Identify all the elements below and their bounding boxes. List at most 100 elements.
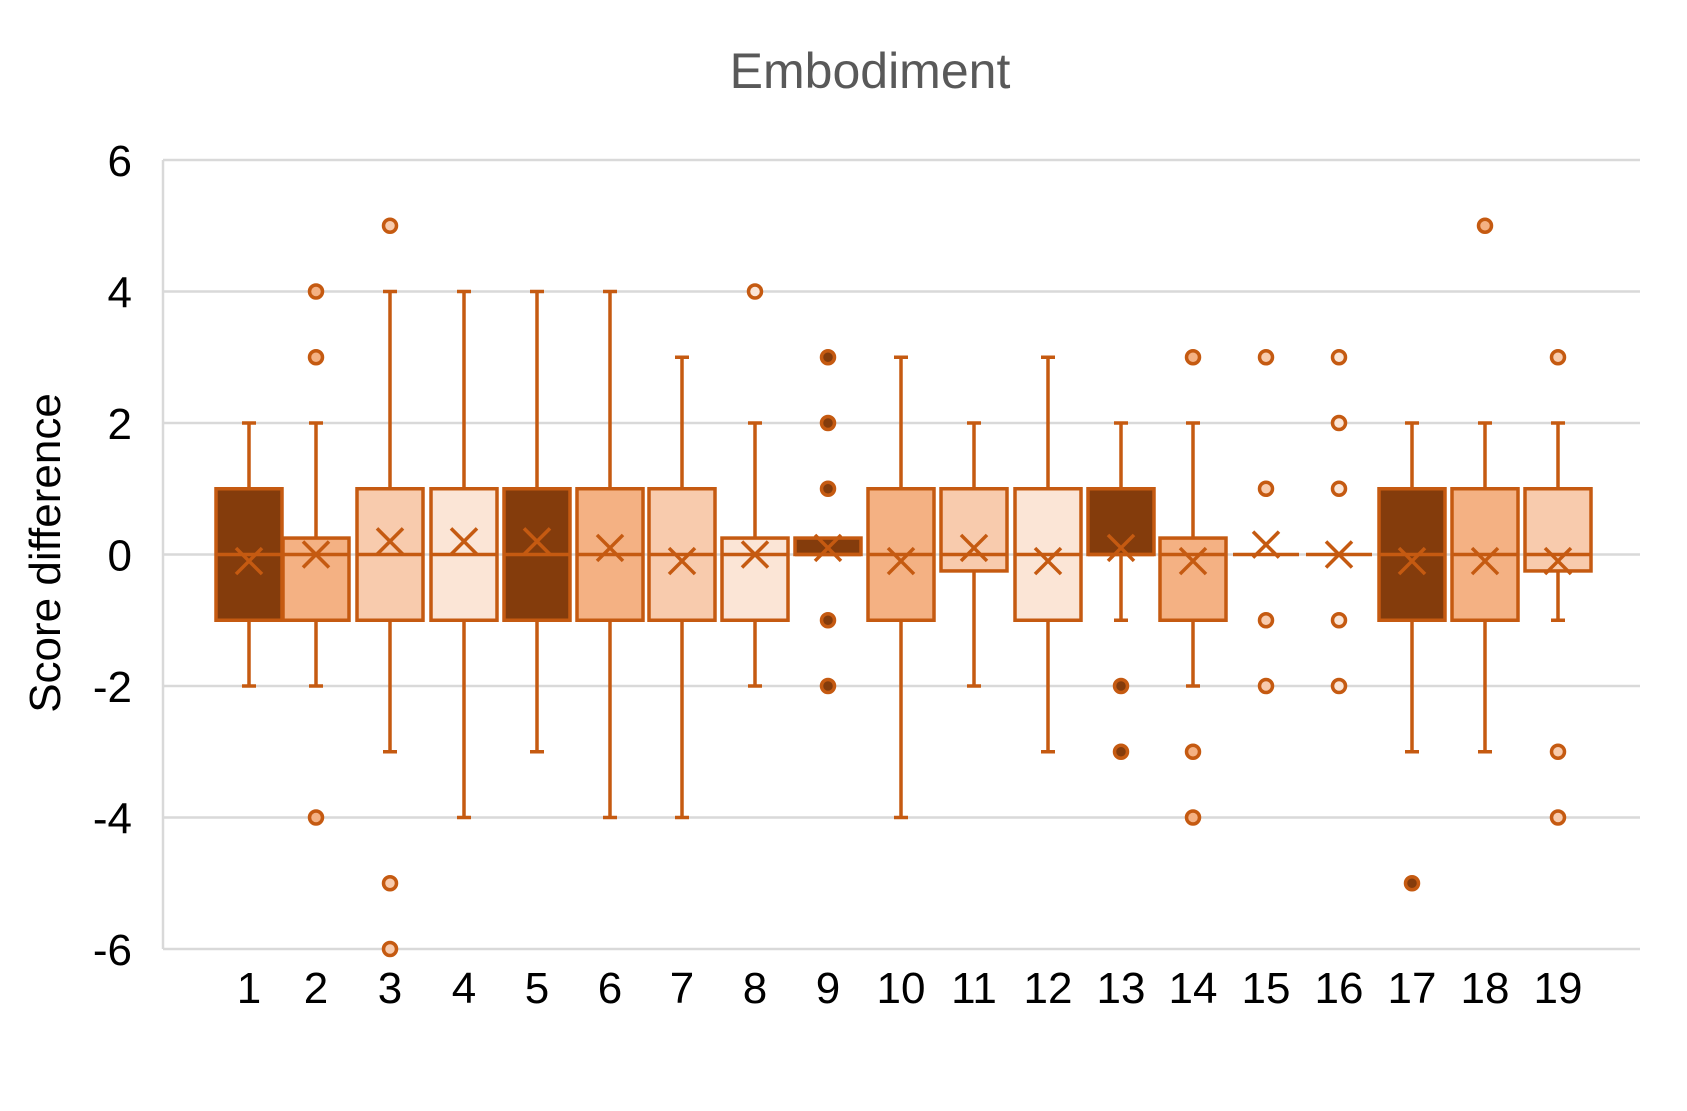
outlier-point (1257, 677, 1275, 695)
box-iqr (939, 487, 1009, 573)
y-tick-label: -6 (93, 926, 132, 975)
box-16 (1306, 349, 1372, 695)
x-tick-label: 13 (1097, 964, 1146, 1013)
outlier-point (819, 414, 837, 432)
x-tick-label: 6 (598, 964, 622, 1013)
x-tick-label: 15 (1242, 964, 1291, 1013)
box-1 (214, 421, 284, 688)
box-12 (1013, 355, 1083, 754)
box-14 (1158, 349, 1228, 826)
y-tick-label: 2 (108, 400, 132, 449)
x-tick-label: 5 (525, 964, 549, 1013)
mean-marker (301, 540, 331, 569)
outlier-point (307, 349, 325, 366)
mean-marker (886, 546, 916, 576)
outlier-point (1112, 677, 1130, 695)
outlier-point (1549, 743, 1567, 760)
mean-marker (1397, 546, 1427, 576)
outlier-point (1403, 875, 1421, 892)
mean-marker (1251, 530, 1281, 559)
chart-title: Embodiment (730, 43, 1011, 99)
y-tick-label: -2 (93, 663, 132, 712)
box-10 (866, 355, 936, 820)
x-tick-label: 1 (237, 964, 261, 1013)
x-tick-label: 3 (378, 964, 402, 1013)
box-iqr (720, 536, 790, 622)
mean-marker (595, 533, 625, 563)
mean-marker (1470, 546, 1500, 576)
outlier-point (1330, 677, 1348, 695)
x-tick-labels: 1 2 3 4 5 6 7 8 9 10 11 12 13 14 15 16 17 18 19 (237, 964, 1583, 1013)
box-layer (214, 217, 1593, 958)
mean-marker (1324, 540, 1354, 569)
outlier-point (819, 612, 837, 629)
box-iqr (1086, 487, 1156, 557)
y-tick-label: 0 (108, 532, 132, 581)
mean-marker (234, 546, 264, 576)
mean-marker (1033, 546, 1063, 576)
outlier-point (1330, 480, 1348, 497)
outlier-point (1184, 743, 1202, 760)
x-tick-label: 16 (1315, 964, 1364, 1013)
mean-marker (1178, 546, 1208, 576)
mean-marker (522, 527, 552, 556)
mean-marker (813, 533, 843, 563)
outlier-point (1476, 217, 1494, 234)
x-tick-label: 4 (452, 964, 476, 1013)
box-3 (355, 217, 425, 958)
x-tick-label: 9 (816, 964, 840, 1013)
box-iqr (1158, 536, 1228, 622)
x-tick-label: 12 (1024, 964, 1073, 1013)
mean-marker (449, 527, 479, 556)
x-tick-label: 7 (670, 964, 694, 1013)
outlier-point (1184, 809, 1202, 826)
box-18 (1450, 217, 1520, 754)
x-tick-label: 10 (877, 964, 926, 1013)
y-tick-labels: 6 4 2 0 -2 -4 -6 (93, 137, 132, 975)
outlier-point (1112, 743, 1130, 760)
box-iqr (281, 536, 351, 622)
box-4 (429, 289, 499, 820)
outlier-point (307, 283, 325, 300)
outlier-point (381, 217, 399, 234)
mean-marker (1106, 533, 1136, 563)
outlier-point (819, 349, 837, 366)
x-tick-label: 2 (304, 964, 328, 1013)
box-15 (1233, 349, 1299, 695)
mean-marker (667, 546, 697, 576)
y-tick-label: 6 (108, 137, 132, 186)
x-tick-label: 19 (1534, 964, 1583, 1013)
box-iqr (1523, 487, 1593, 573)
outlier-point (1330, 349, 1348, 366)
box-11 (939, 421, 1009, 688)
outlier-point (1257, 612, 1275, 629)
x-tick-label: 14 (1169, 964, 1218, 1013)
outlier-point (381, 940, 399, 958)
outlier-point (307, 809, 325, 826)
x-tick-label: 8 (743, 964, 767, 1013)
mean-marker (740, 540, 770, 569)
box-17 (1377, 421, 1447, 892)
outlier-point (1257, 480, 1275, 497)
outlier-point (819, 677, 837, 695)
outlier-point (1549, 809, 1567, 826)
outlier-point (1330, 414, 1348, 432)
outlier-point (819, 480, 837, 497)
y-tick-label: -4 (93, 795, 132, 844)
outlier-point (1549, 349, 1567, 366)
mean-marker (375, 527, 405, 556)
box-6 (575, 289, 645, 820)
outlier-point (746, 283, 764, 300)
x-tick-label: 18 (1461, 964, 1510, 1013)
box-7 (647, 355, 717, 820)
outlier-point (381, 875, 399, 892)
box-2 (281, 283, 351, 826)
box-9 (793, 349, 863, 695)
mean-marker (1543, 546, 1573, 576)
box-19 (1523, 349, 1593, 826)
outlier-point (1330, 612, 1348, 629)
box-13 (1086, 421, 1156, 760)
box-5 (502, 289, 572, 754)
